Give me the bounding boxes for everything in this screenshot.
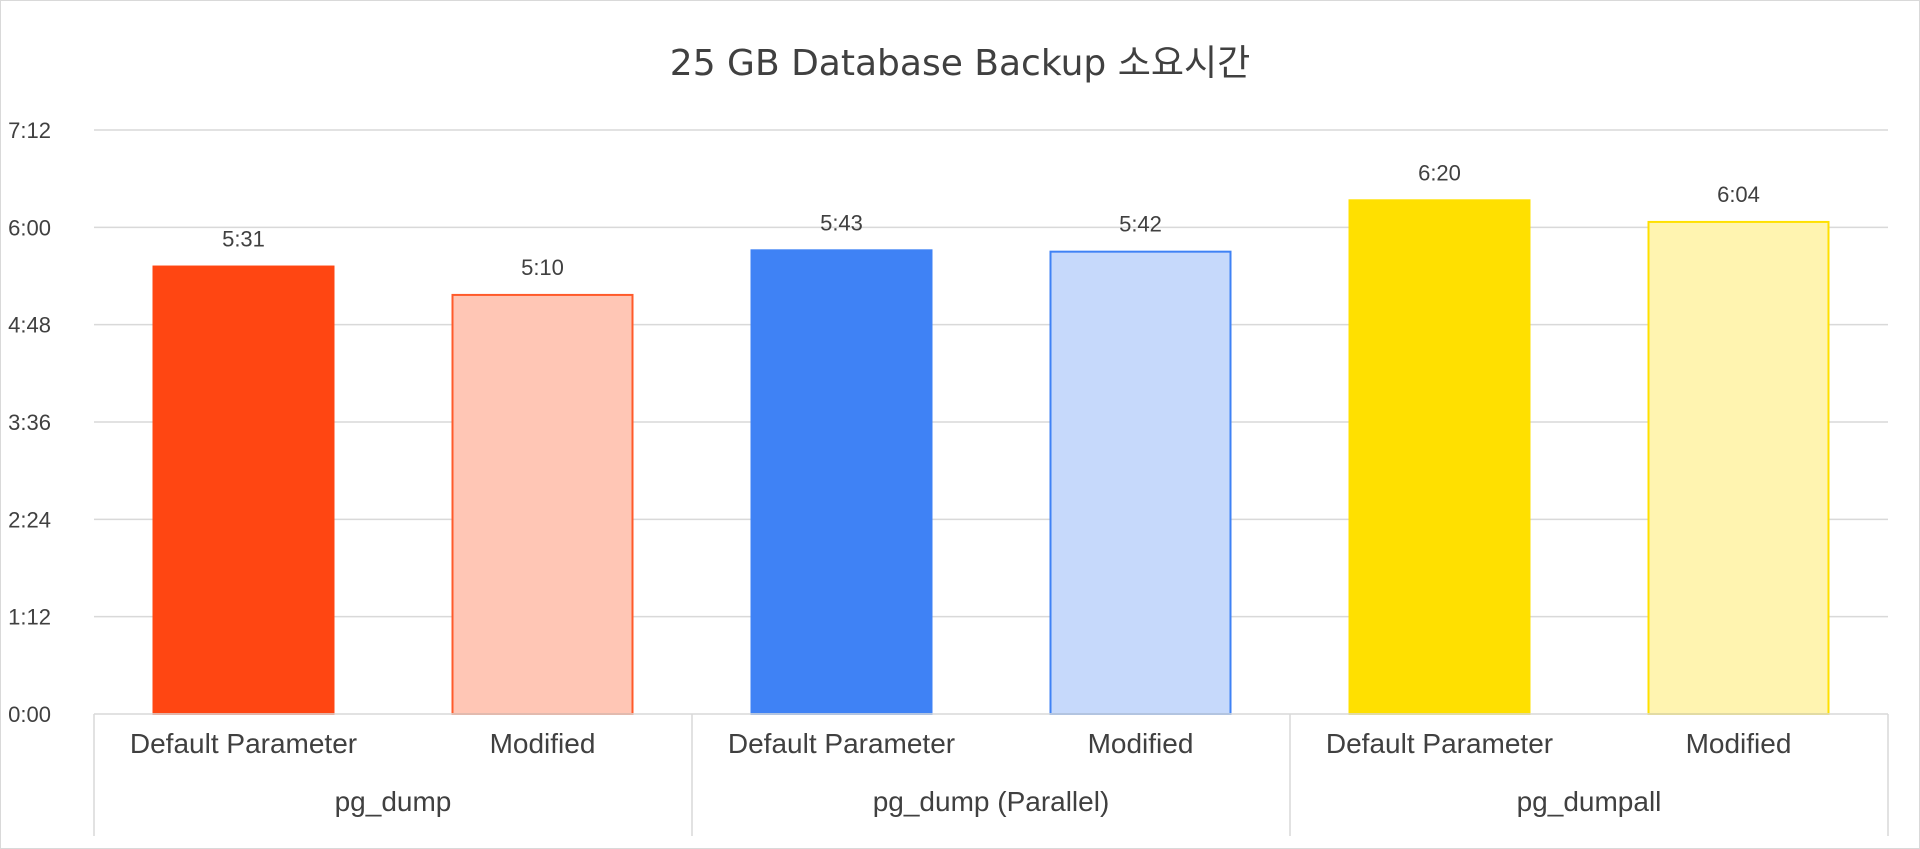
y-tick-label: 0:00 <box>8 702 51 727</box>
data-label: 5:31 <box>222 227 265 252</box>
x-category-label: Modified <box>1088 728 1194 759</box>
data-label: 6:04 <box>1717 182 1760 207</box>
gridlines <box>94 129 1888 618</box>
x-category-label: Default Parameter <box>130 728 357 759</box>
bar <box>152 265 335 715</box>
x-category-label: Default Parameter <box>728 728 955 759</box>
chart-title: 25 GB Database Backup 소요시간 <box>670 43 1250 84</box>
x-group-label: pg_dump (Parallel) <box>873 786 1110 817</box>
y-axis-ticks: 0:00 1:12 2:24 3:36 4:48 6:00 7:12 <box>8 118 51 727</box>
x-category-label: Default Parameter <box>1326 728 1553 759</box>
bar <box>1647 220 1830 715</box>
x-axis: Default Parameter Modified pg_dump Default … <box>93 713 1889 836</box>
bar <box>1348 199 1531 715</box>
data-label: 6:20 <box>1418 160 1461 185</box>
x-group-label: pg_dump <box>335 786 452 817</box>
bar <box>451 293 634 715</box>
x-category-label: Modified <box>490 728 596 759</box>
x-group-label: pg_dumpall <box>1517 786 1662 817</box>
y-tick-label: 1:12 <box>8 605 51 630</box>
x-category-label: Modified <box>1686 728 1792 759</box>
data-label: 5:10 <box>521 255 564 280</box>
data-labels: 5:31 5:10 5:43 5:42 6:20 6:04 <box>222 160 1760 280</box>
data-label: 5:42 <box>1119 212 1162 237</box>
y-tick-label: 4:48 <box>8 313 51 338</box>
bar <box>1049 250 1232 716</box>
y-tick-label: 6:00 <box>8 215 51 240</box>
y-tick-label: 2:24 <box>8 507 51 532</box>
y-tick-label: 7:12 <box>8 118 51 143</box>
data-label: 5:43 <box>820 210 863 235</box>
bars <box>152 199 1830 716</box>
y-tick-label: 3:36 <box>8 410 51 435</box>
bar <box>750 249 933 715</box>
